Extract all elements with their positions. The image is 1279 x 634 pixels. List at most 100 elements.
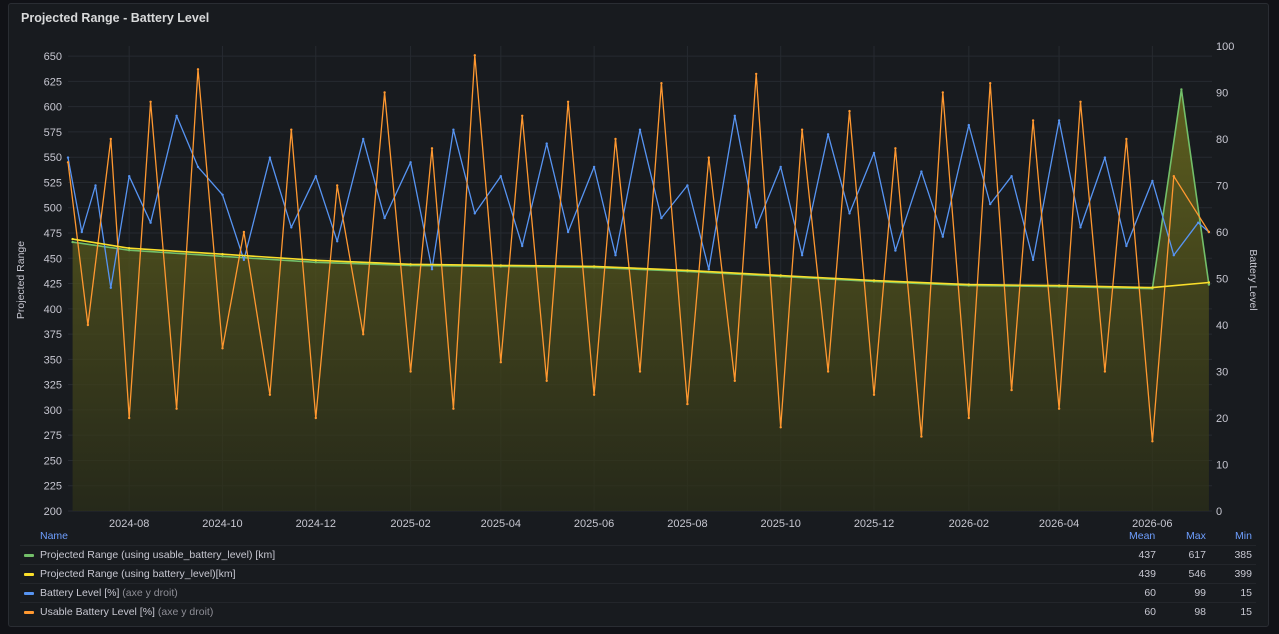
series-point-battery-level [989,202,992,206]
series-point-projected-range-using-battery-level-km [686,269,689,272]
x-tick-label: 2025-02 [390,518,430,530]
series-point-projected-range-using-battery-level-km [314,259,317,262]
series-point-usable-battery-level [499,361,502,364]
series-point-projected-range-using-usable-battery-level-km [128,249,131,252]
series-point-battery-level [128,175,131,178]
series-point-usable-battery-level [894,147,897,150]
series-point-usable-battery-level [430,147,434,150]
series-point-projected-range-using-battery-level-km [1151,286,1154,289]
legend-mean: 439 [1138,568,1156,580]
series-point-usable-battery-level [800,128,804,131]
legend-max: 99 [1194,587,1206,599]
series-point-battery-level [1197,221,1200,224]
left-tick-label: 550 [44,152,62,164]
series-point-usable-battery-level [826,370,830,373]
series-point-projected-range-using-battery-level-km [499,264,502,267]
chart-svg[interactable]: 6506256005755505255004754504254003753503… [0,0,1279,530]
series-point-battery-level [614,254,617,257]
legend-series-name: Usable Battery Level [%] (axe y droit) [40,606,214,618]
series-point-usable-battery-level [545,379,548,382]
series-point-usable-battery-level [989,82,992,85]
x-tick-label: 2024-12 [296,518,336,530]
left-tick-label: 275 [44,430,62,442]
series-point-usable-battery-level [1010,388,1013,392]
series-point-projected-range-using-usable-battery-level-km [1207,283,1211,286]
series-point-battery-level [109,286,113,289]
x-tick-label: 2024-10 [202,518,242,530]
series-point-battery-level [1010,175,1013,178]
legend-row-usable-range[interactable]: Projected Range (using usable_battery_le… [20,545,1256,564]
series-point-battery-level [920,170,923,173]
panel-title[interactable]: Projected Range - Battery Level [21,11,210,25]
series-point-battery-level [175,114,178,118]
series-point-usable-battery-level [1125,137,1128,141]
legend-mean: 60 [1144,606,1156,618]
series-point-usable-battery-level [1172,175,1176,178]
series-point-projected-range-using-usable-battery-level-km [314,261,317,264]
series-point-usable-battery-level [686,402,689,406]
series-point-projected-range-using-battery-level-km [592,265,596,268]
series-point-projected-range-using-battery-level-km [221,253,224,256]
series-point-usable-battery-level [314,416,317,420]
left-tick-label: 225 [44,481,62,493]
series-point-usable-battery-level [1151,440,1154,443]
series-point-usable-battery-level [592,393,596,396]
series-point-projected-range-using-battery-level-km [1207,281,1211,284]
series-point-usable-battery-level [86,323,90,327]
legend-swatch [24,573,34,576]
series-point-battery-level [80,230,84,234]
legend-row-usable-battery-level[interactable]: Usable Battery Level [%] (axe y droit) 6… [20,602,1256,621]
series-point-projected-range-using-battery-level-km [71,237,74,241]
series-line-battery-level [67,115,1210,289]
series-point-projected-range-using-battery-level-km [128,247,131,250]
series-point-projected-range-using-battery-level-km [1057,284,1061,287]
left-tick-label: 625 [44,76,62,88]
series-point-battery-level [430,268,434,271]
legend-row-battery-level[interactable]: Battery Level [%] (axe y droit) 60 99 15 [20,583,1256,602]
series-point-projected-range-using-usable-battery-level-km [1180,88,1183,91]
series-point-usable-battery-level [66,161,70,164]
series-point-battery-level [521,244,524,248]
series-point-usable-battery-level [362,333,365,336]
x-tick-label: 2025-10 [761,518,801,530]
series-point-usable-battery-level [242,230,246,234]
legend-header-name[interactable]: Name [40,530,69,542]
series-point-projected-range-using-usable-battery-level-km [71,240,74,244]
series-point-usable-battery-level [779,426,782,429]
series-point-usable-battery-level [638,370,642,373]
series-point-battery-level [592,165,596,169]
legend-min: 385 [1234,549,1252,561]
series-point-battery-level [66,156,70,159]
legend-max: 617 [1188,549,1206,561]
legend-series-name: Battery Level [%] (axe y droit) [40,587,178,599]
series-point-usable-battery-level [521,114,524,118]
legend-mean: 60 [1144,587,1156,599]
series-point-battery-level [1151,179,1154,183]
right-tick-label: 30 [1216,367,1228,379]
series-point-usable-battery-level [452,407,455,410]
series-point-battery-level [545,142,548,145]
right-tick-label: 40 [1216,320,1228,332]
legend-header-min[interactable]: Min [1235,530,1252,542]
legend-header-max[interactable]: Max [1186,530,1206,542]
series-point-projected-range-using-battery-level-km [409,263,412,266]
series-point-usable-battery-level [566,100,570,104]
left-tick-label: 325 [44,380,62,392]
series-point-battery-level [779,165,782,169]
series-point-battery-level [638,128,642,131]
series-line-projected-range-using-battery-level-km [72,238,1209,289]
legend-row-range[interactable]: Projected Range (using battery_level)[km… [20,564,1256,583]
series-point-battery-level [336,240,339,243]
series-point-usable-battery-level [660,82,663,85]
legend-header-mean[interactable]: Mean [1129,530,1156,542]
series-point-battery-level [409,161,412,164]
legend-swatch [24,611,34,614]
series-point-battery-level [1125,244,1128,248]
left-tick-label: 375 [44,329,62,341]
series-point-battery-level [660,216,663,220]
series-point-battery-level [1031,258,1035,262]
series-point-battery-level [362,137,365,141]
series-point-battery-level [894,249,897,252]
right-tick-label: 0 [1216,506,1222,518]
